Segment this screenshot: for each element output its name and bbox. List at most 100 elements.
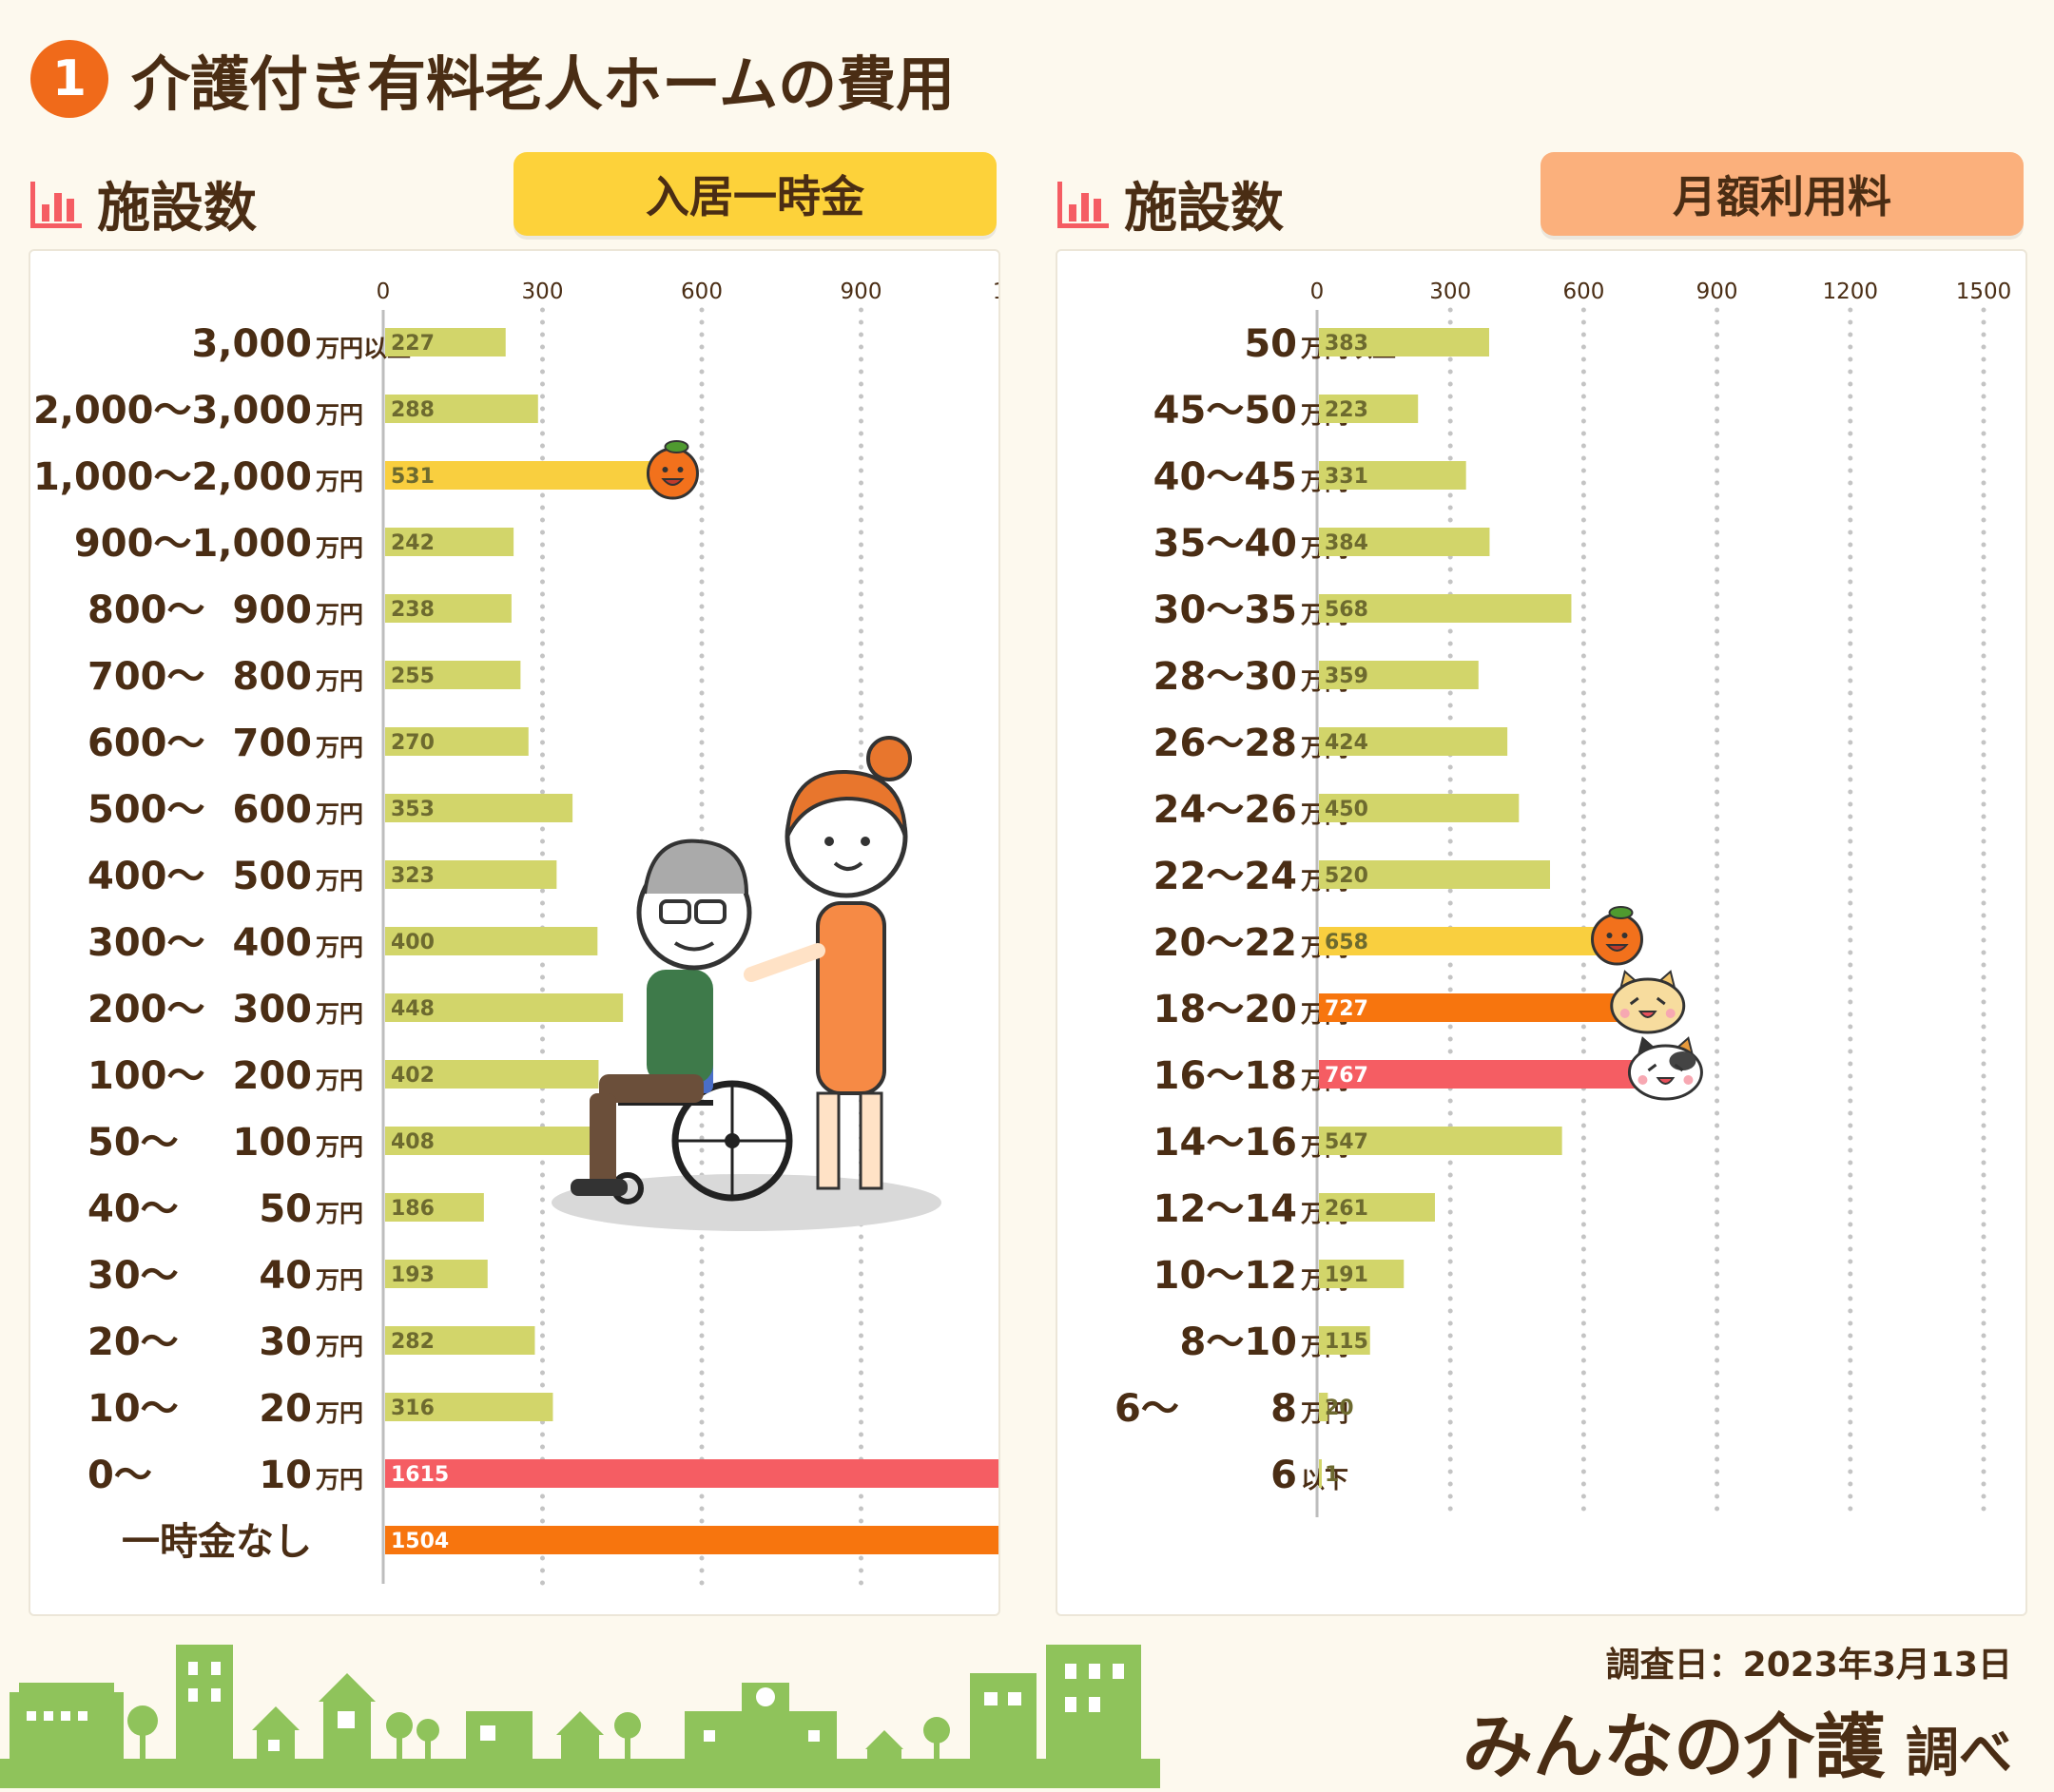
x-tick-label: 300 [522,279,564,304]
data-label: 191 [1325,1263,1368,1287]
bar [385,1526,998,1554]
tab-monthly-fee-label: 月額利用料 [1673,171,1891,222]
orange-mascot-icon [646,440,699,500]
category-label: 22〜24 [1153,855,1297,898]
data-label: 288 [391,398,435,422]
category-label: 3,000 [191,322,312,366]
data-label: 270 [391,731,435,755]
data-label: 568 [1325,598,1368,622]
data-label: 186 [391,1197,435,1221]
x-tick-label: 1500 [1956,279,2012,304]
bar [1319,927,1612,955]
category-unit: 万円 [316,468,363,495]
category-label: 45〜50 [1153,389,1297,433]
bar [385,528,514,556]
category-label-end: 10 [259,1454,312,1497]
category-label: 12〜14 [1153,1187,1297,1231]
data-label: 193 [391,1263,435,1287]
bar [385,594,512,623]
category-label-end: 20 [259,1387,312,1431]
bar [1319,1459,1322,1488]
bar [385,328,506,356]
category-unit: 万円 [316,867,363,895]
x-tick-label: 0 [377,279,391,304]
data-label: 255 [391,665,435,688]
category-label: 10〜 [87,1387,179,1431]
bar [385,1393,553,1421]
bar [385,1060,599,1089]
bar-chart-icon [1057,182,1109,228]
page-title: 介護付き有料老人ホームの費用 [131,49,956,119]
bar [1319,1260,1405,1288]
category-label: 200〜 [87,988,205,1031]
monthly-fee-chart: 03006009001200150050万円以上38345〜50万円22340〜… [1114,279,2012,1520]
x-tick-label: 300 [1429,279,1471,304]
category-unit: 万円 [316,1399,363,1427]
category-label: 50〜 [87,1121,179,1165]
bar [1319,1193,1435,1222]
bar [385,1260,488,1288]
data-label: 727 [1325,997,1368,1021]
category-label: 300〜 [87,921,205,965]
category-label: 700〜 [87,655,205,699]
data-label: 282 [391,1330,435,1354]
bar [1319,860,1551,889]
category-label: 24〜26 [1153,788,1297,832]
bar [1319,594,1572,623]
data-label: 520 [1325,864,1368,888]
x-tick-label: 900 [841,279,882,304]
bar [385,395,538,423]
bar [1319,461,1466,490]
category-label: 0〜 [87,1454,152,1497]
bar [385,1459,998,1488]
category-unit: 万円 [316,401,363,429]
data-label: 331 [1325,465,1368,489]
data-label: 400 [391,931,435,954]
category-unit: 万円 [316,601,363,628]
category-label: 16〜18 [1153,1054,1297,1098]
category-label: 20〜22 [1153,921,1297,965]
x-tick-label: 900 [1696,279,1738,304]
data-label: 1 [1325,1463,1339,1487]
right-section-heading: 施設数 [1056,160,1284,247]
cat-calico-mascot-icon [1627,1036,1703,1101]
data-label: 261 [1325,1197,1368,1221]
category-label-end: 40 [259,1254,312,1298]
monthly-fee-chart-panel: 03006009001200150050万円以上38345〜50万円22340〜… [1056,249,2027,1616]
data-label: 767 [1325,1064,1368,1088]
bar [385,727,529,756]
category-label: 一時金なし [122,1520,312,1564]
bar [1319,1127,1562,1155]
category-label: 10〜12 [1153,1254,1297,1298]
category-label-end: 200 [233,1054,313,1098]
bar [385,661,521,689]
x-tick-label: 1200 [993,279,998,304]
bar-chart-icon [30,182,82,228]
category-label-end: 700 [233,722,313,765]
category-unit: 万円 [316,534,363,562]
bar [385,1326,535,1355]
category-unit: 万円 [316,934,363,961]
page-header: 1 介護付き有料老人ホームの費用 [30,36,955,122]
category-label: 8〜10 [1180,1320,1298,1364]
bar [1319,794,1520,822]
data-label: 448 [391,997,435,1021]
category-label-end: 500 [233,855,313,898]
category-label-end: 30 [259,1320,312,1364]
tab-monthly-fee: 月額利用料 [1540,152,2024,236]
left-section-heading: 施設数 [29,160,257,247]
category-unit: 万円 [316,1266,363,1294]
category-label-end: 300 [233,988,313,1031]
bar [1319,1393,1328,1421]
bar [1319,1326,1370,1355]
bar [1319,528,1490,556]
category-label: 18〜20 [1153,988,1297,1031]
data-label: 242 [391,531,435,555]
tab-initial-fee-label: 入居一時金 [646,171,864,222]
bar [385,927,598,955]
data-label: 20 [1325,1397,1354,1420]
left-section-label: 施設数 [97,177,257,240]
bar [1319,993,1642,1022]
bar [385,860,557,889]
x-tick-label: 0 [1310,279,1325,304]
